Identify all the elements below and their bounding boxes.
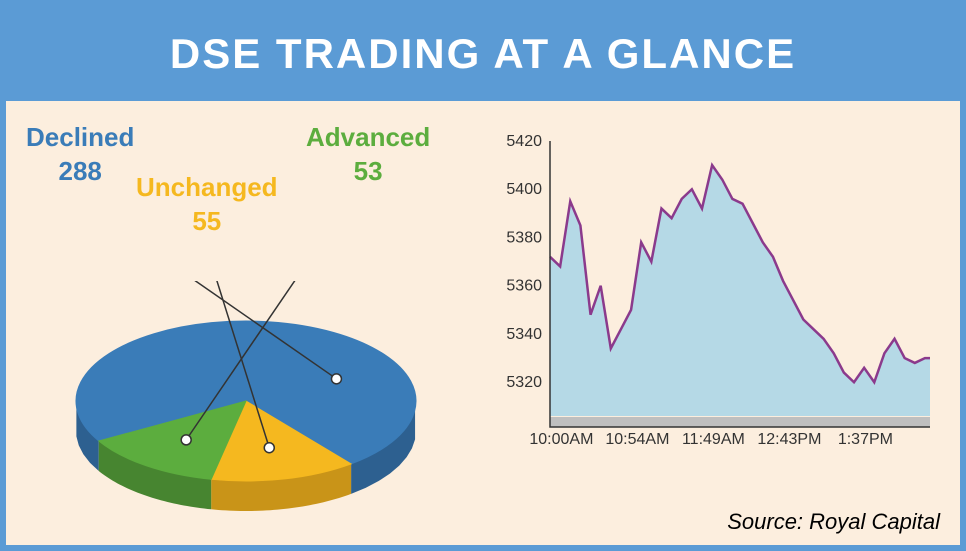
x-tick-label: 10:00AM bbox=[529, 431, 593, 448]
pie-label-declined-value: 288 bbox=[58, 156, 101, 186]
y-tick-label: 5360 bbox=[506, 278, 542, 295]
baseline-bar bbox=[550, 417, 930, 427]
pie-label-unchanged: Unchanged 55 bbox=[136, 171, 278, 239]
pie-label-advanced: Advanced 53 bbox=[306, 121, 430, 189]
pie-label-unchanged-value: 55 bbox=[192, 206, 221, 236]
y-tick-label: 5380 bbox=[506, 229, 542, 246]
y-tick-label: 5400 bbox=[506, 181, 542, 198]
y-tick-label: 5320 bbox=[506, 374, 542, 391]
x-tick-label: 10:54AM bbox=[605, 431, 669, 448]
chart-title: DSE TRADING AT A GLANCE bbox=[170, 30, 796, 78]
chart-container: DSE TRADING AT A GLANCE Declined 288 Unc… bbox=[0, 0, 966, 551]
pie-chart bbox=[56, 281, 436, 541]
leader-dot bbox=[331, 374, 341, 384]
pie-label-advanced-text: Advanced bbox=[306, 122, 430, 152]
pie-label-advanced-value: 53 bbox=[354, 156, 383, 186]
content-area: Declined 288 Unchanged 55 Advanced 53 53… bbox=[6, 101, 960, 545]
pie-label-unchanged-text: Unchanged bbox=[136, 172, 278, 202]
y-tick-label: 5420 bbox=[506, 133, 542, 150]
header-bar: DSE TRADING AT A GLANCE bbox=[6, 6, 960, 101]
leader-dot bbox=[181, 435, 191, 445]
leader-dot bbox=[264, 443, 274, 453]
line-chart-section: 5320 5340 5360 5380 5400 5420 10:00AM 10:54AM 11… bbox=[495, 131, 940, 461]
x-tick-label: 11:49AM bbox=[682, 431, 745, 448]
pie-label-declined-text: Declined bbox=[26, 122, 134, 152]
y-tick-label: 5340 bbox=[506, 326, 542, 343]
pie-label-declined: Declined 288 bbox=[26, 121, 134, 189]
pie-chart-section: Declined 288 Unchanged 55 Advanced 53 bbox=[6, 101, 486, 541]
source-text: Source: Royal Capital bbox=[727, 509, 940, 535]
x-tick-label: 12:43PM bbox=[757, 431, 821, 448]
x-tick-label: 1:37PM bbox=[838, 431, 893, 448]
line-chart: 5320 5340 5360 5380 5400 5420 10:00AM 10:54AM 11… bbox=[495, 131, 940, 461]
